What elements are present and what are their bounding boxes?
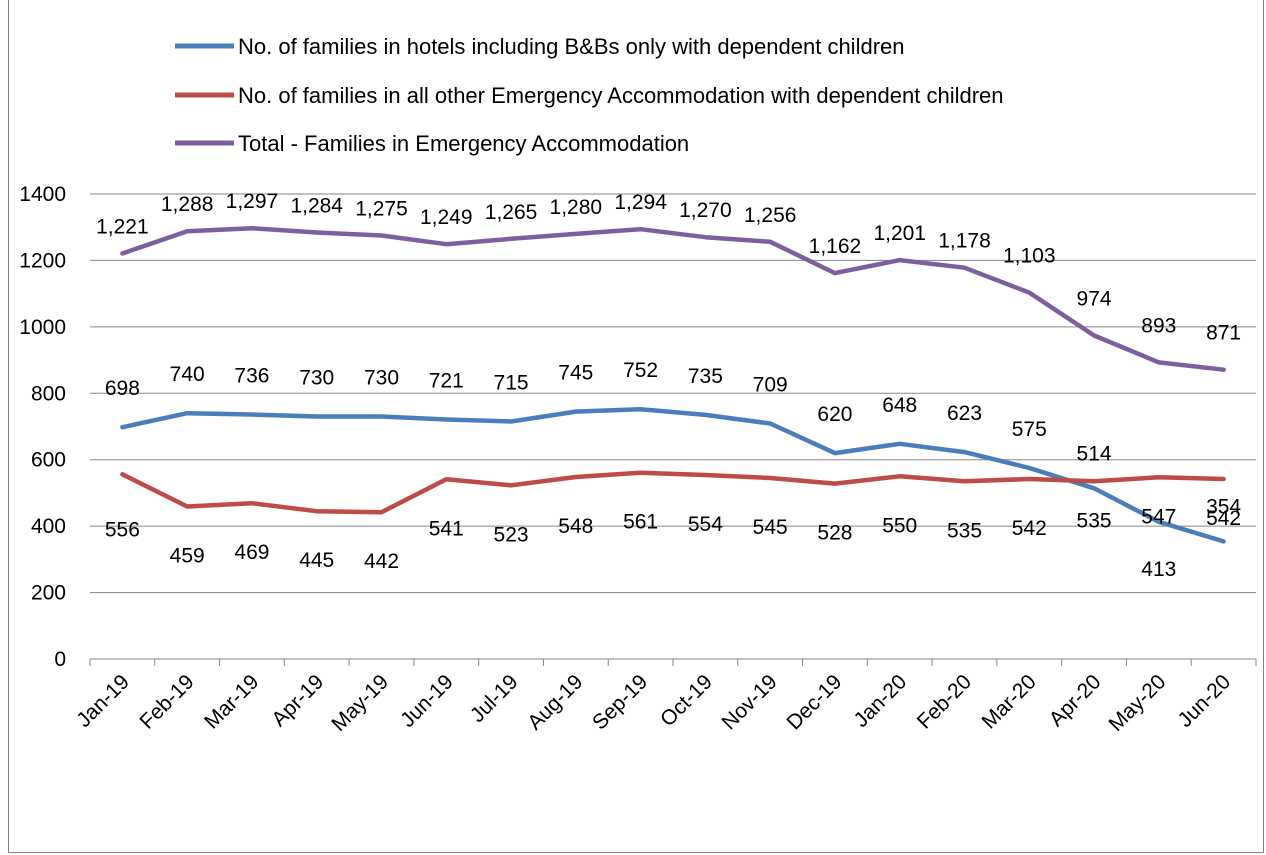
data-label: 1,288: [161, 193, 214, 216]
x-tick-label: Apr-20: [1045, 670, 1106, 731]
data-label: 354: [1206, 495, 1241, 518]
data-label: 745: [558, 362, 593, 385]
y-tick-label: 0: [54, 648, 66, 671]
series-line: [120, 406, 1226, 544]
x-tick-label: Feb-19: [135, 670, 198, 733]
data-label: 893: [1141, 314, 1176, 337]
data-label: 1,162: [809, 235, 862, 258]
series-line: [120, 225, 1226, 372]
data-label: 575: [1012, 418, 1047, 441]
x-tick-label: Nov-19: [718, 670, 782, 734]
data-label: 548: [558, 515, 593, 538]
legend-entry: No. of families in all other Emergency A…: [238, 83, 1004, 108]
data-label: 1,221: [96, 215, 149, 238]
data-label: 736: [234, 365, 269, 388]
x-tick-label: Dec-19: [782, 670, 846, 734]
x-tick-label: May-19: [327, 670, 393, 736]
data-label: 545: [753, 516, 788, 539]
x-tick-label: Mar-19: [200, 670, 263, 733]
data-label: 740: [170, 363, 205, 386]
x-tick-label: Sep-19: [588, 670, 652, 734]
data-label: 709: [753, 374, 788, 397]
data-label: 514: [1077, 442, 1112, 465]
data-label: 413: [1141, 558, 1176, 581]
x-tick-label: Mar-20: [978, 670, 1041, 733]
data-label: 620: [817, 403, 852, 426]
data-label: 648: [882, 394, 917, 417]
data-label: 535: [1077, 509, 1112, 532]
data-label: 1,294: [614, 191, 667, 214]
x-tick-label: Feb-20: [913, 670, 976, 733]
x-tick-label: Jun-19: [396, 670, 458, 732]
y-tick-label: 800: [31, 382, 66, 405]
legend-entry: No. of families in hotels including B&Bs…: [238, 34, 905, 59]
data-label: 1,265: [485, 201, 538, 224]
y-tick-label: 1400: [19, 183, 66, 206]
data-label: 735: [688, 365, 723, 388]
data-label: 1,178: [938, 230, 991, 253]
y-tick-label: 200: [31, 582, 66, 605]
data-label: 752: [623, 359, 658, 382]
data-label: 698: [105, 377, 140, 400]
data-label: 1,201: [873, 222, 926, 245]
data-label: 715: [494, 372, 529, 395]
x-tick-label: Jan-20: [850, 670, 912, 732]
data-label: 550: [882, 514, 917, 537]
data-label: 974: [1077, 287, 1112, 310]
data-label: 547: [1141, 505, 1176, 528]
data-label: 721: [429, 370, 464, 393]
x-tick-label: Apr-19: [267, 670, 328, 731]
y-tick-label: 1000: [19, 316, 66, 339]
data-label: 469: [234, 541, 269, 564]
data-label: 561: [623, 511, 658, 534]
data-label: 459: [170, 545, 205, 568]
data-label: 523: [494, 523, 529, 546]
x-tick-label: May-20: [1105, 670, 1171, 736]
data-label: 623: [947, 402, 982, 425]
data-label: 528: [817, 522, 852, 545]
data-label: 1,270: [679, 199, 732, 222]
data-label: 1,275: [355, 198, 408, 221]
data-label: 1,256: [744, 204, 797, 227]
series-line: [120, 470, 1226, 515]
data-label: 535: [947, 519, 982, 542]
data-label: 442: [364, 550, 399, 573]
data-label: 541: [429, 517, 464, 540]
data-label: 730: [299, 367, 334, 390]
data-label: 730: [364, 367, 399, 390]
data-label: 554: [688, 513, 723, 536]
x-tick-label: Oct-19: [656, 670, 717, 731]
data-label: 1,249: [420, 206, 473, 229]
x-tick-label: Aug-19: [523, 670, 587, 734]
data-label: 1,297: [226, 190, 279, 213]
y-tick-label: 1200: [19, 249, 66, 272]
data-label: 542: [1012, 517, 1047, 540]
data-label: 1,280: [550, 196, 603, 219]
data-label: 542: [1206, 507, 1241, 530]
data-label: 1,103: [1003, 245, 1056, 268]
x-tick-label: Jan-19: [72, 670, 134, 732]
y-tick-label: 600: [31, 449, 66, 472]
data-label: 556: [105, 518, 140, 541]
data-label: 1,284: [290, 195, 343, 218]
legend-entry: Total - Families in Emergency Accommodat…: [238, 131, 689, 156]
y-tick-label: 400: [31, 515, 66, 538]
data-label: 445: [299, 549, 334, 572]
x-tick-label: Jun-20: [1173, 670, 1235, 732]
x-tick-label: Jul-19: [466, 670, 523, 727]
data-label: 871: [1206, 322, 1241, 345]
